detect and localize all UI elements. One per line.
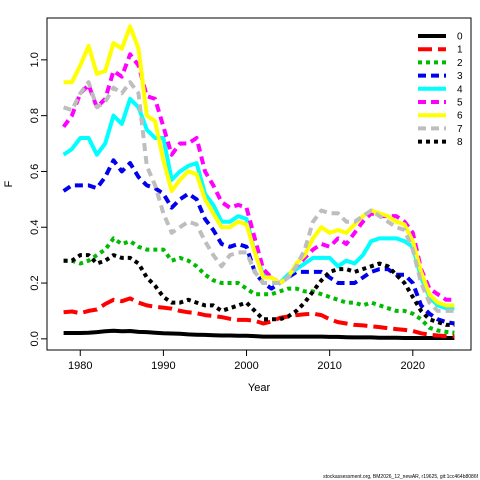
y-axis: 0.0 0.2 0.4 0.6 0.8 1.0 bbox=[29, 52, 48, 346]
series-line-6 bbox=[63, 24, 455, 308]
x-axis: 1980 1990 2000 2010 2020 bbox=[68, 349, 425, 372]
y-tick-label-0.0: 0.0 bbox=[29, 331, 41, 346]
x-tick-label-2020: 2020 bbox=[401, 360, 425, 372]
y-tick-label-0.4: 0.4 bbox=[29, 220, 41, 235]
legend-label-5: 5 bbox=[457, 98, 463, 109]
legend-label-0: 0 bbox=[457, 32, 463, 43]
y-tick-label-1.0: 1.0 bbox=[29, 52, 41, 67]
legend-label-4: 4 bbox=[457, 84, 463, 95]
legend-label-6: 6 bbox=[457, 111, 463, 122]
series-line-0 bbox=[63, 328, 455, 340]
y-axis-title: F bbox=[3, 180, 15, 187]
legend-label-3: 3 bbox=[457, 71, 463, 82]
series-line-3 bbox=[62, 158, 455, 326]
legend-label-2: 2 bbox=[457, 58, 463, 69]
series-line-2 bbox=[63, 236, 455, 335]
series-line-7 bbox=[62, 80, 455, 313]
legend-label-1: 1 bbox=[457, 45, 463, 56]
series-line-1 bbox=[63, 296, 455, 339]
x-tick-label-1990: 1990 bbox=[151, 360, 175, 372]
legend-label-8: 8 bbox=[457, 137, 463, 148]
x-tick-label-1980: 1980 bbox=[68, 360, 92, 372]
x-tick-label-2000: 2000 bbox=[234, 360, 258, 372]
footer-text: stockassessment.org, BM2026_12_newAR, r1… bbox=[323, 474, 478, 480]
legend-label-7: 7 bbox=[457, 124, 463, 135]
y-tick-label-0.8: 0.8 bbox=[29, 108, 41, 123]
legend: 0 1 2 3 4 5 6 7 8 bbox=[418, 32, 463, 148]
x-tick-label-2010: 2010 bbox=[317, 360, 341, 372]
y-tick-label-0.2: 0.2 bbox=[29, 275, 41, 290]
series-line-8 bbox=[63, 253, 455, 327]
y-tick-label-0.6: 0.6 bbox=[29, 164, 41, 179]
plot-lines bbox=[61, 24, 455, 340]
series-line-5 bbox=[61, 52, 455, 302]
x-axis-title: Year bbox=[248, 382, 271, 394]
